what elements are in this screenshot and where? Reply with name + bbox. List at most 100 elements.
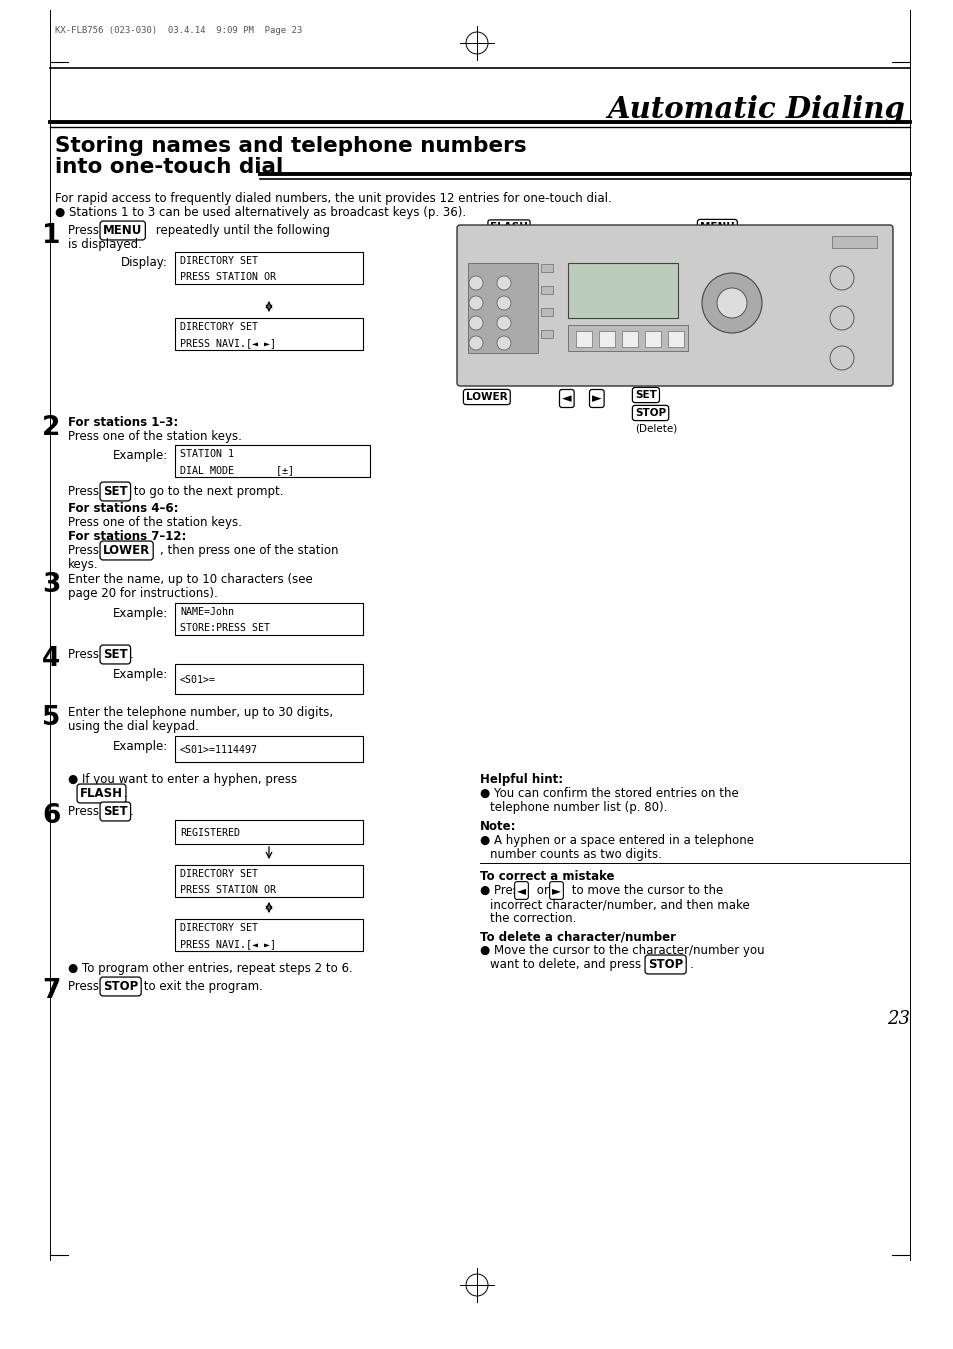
Text: ● Move the cursor to the character/number you: ● Move the cursor to the character/numbe… — [479, 944, 763, 956]
Text: repeatedly until the following: repeatedly until the following — [152, 224, 330, 237]
Text: Press: Press — [68, 486, 103, 498]
Text: 7: 7 — [42, 978, 60, 1004]
Text: ◄: ◄ — [561, 393, 571, 405]
Text: FLASH: FLASH — [80, 786, 123, 800]
Text: For stations 4–6:: For stations 4–6: — [68, 502, 178, 515]
Text: PRESS STATION OR: PRESS STATION OR — [180, 885, 275, 894]
Text: DIAL MODE       [±]: DIAL MODE [±] — [180, 465, 294, 475]
Circle shape — [829, 306, 853, 331]
Text: (Hyphen): (Hyphen) — [490, 233, 537, 244]
Text: MENU: MENU — [700, 223, 734, 232]
Circle shape — [717, 287, 746, 318]
Bar — [667, 331, 683, 347]
Bar — [174, 445, 370, 478]
Text: .: . — [130, 805, 133, 817]
Text: Display:: Display: — [121, 256, 168, 268]
Text: STOP: STOP — [647, 958, 682, 971]
Text: To delete a character/number: To delete a character/number — [479, 929, 676, 943]
Text: incorrect character/number, and then make: incorrect character/number, and then mak… — [490, 898, 749, 911]
Circle shape — [829, 266, 853, 290]
Bar — [540, 286, 553, 294]
Text: LOWER: LOWER — [465, 393, 507, 402]
Text: ● Stations 1 to 3 can be used alternatively as broadcast keys (p. 36).: ● Stations 1 to 3 can be used alternativ… — [55, 206, 466, 219]
Text: SET: SET — [103, 486, 128, 498]
Text: Press: Press — [68, 544, 103, 557]
Text: is displayed.: is displayed. — [68, 237, 142, 251]
Circle shape — [469, 295, 482, 310]
Text: For stations 1–3:: For stations 1–3: — [68, 415, 178, 429]
Circle shape — [829, 345, 853, 370]
Text: REGISTERED: REGISTERED — [180, 828, 240, 838]
Text: KX-FLB756 (023-030)  03.4.14  9:09 PM  Page 23: KX-FLB756 (023-030) 03.4.14 9:09 PM Page… — [55, 26, 302, 35]
Bar — [621, 331, 638, 347]
Text: DIRECTORY SET: DIRECTORY SET — [180, 923, 257, 932]
Bar — [831, 236, 876, 248]
Text: 6: 6 — [42, 803, 60, 830]
Bar — [174, 820, 363, 844]
Circle shape — [497, 277, 511, 290]
Text: FLASH: FLASH — [490, 223, 527, 232]
Text: ►: ► — [592, 393, 601, 405]
Text: ● A hyphen or a space entered in a telephone: ● A hyphen or a space entered in a telep… — [479, 834, 753, 847]
Bar — [540, 264, 553, 272]
Text: into one-touch dial: into one-touch dial — [55, 156, 283, 177]
Text: ►: ► — [552, 884, 560, 897]
Text: to go to the next prompt.: to go to the next prompt. — [130, 486, 283, 498]
Text: to exit the program.: to exit the program. — [140, 979, 263, 993]
Text: <S01>=: <S01>= — [180, 676, 215, 685]
Text: NAME=John: NAME=John — [180, 607, 233, 616]
Text: (Delete): (Delete) — [635, 424, 677, 434]
Text: .: . — [689, 958, 693, 971]
Bar — [540, 331, 553, 339]
Text: Press: Press — [68, 805, 103, 817]
Text: DIRECTORY SET: DIRECTORY SET — [180, 322, 257, 332]
Text: Note:: Note: — [479, 820, 516, 832]
Text: Example:: Example: — [112, 668, 168, 681]
Text: 3: 3 — [42, 572, 60, 598]
Text: ● To program other entries, repeat steps 2 to 6.: ● To program other entries, repeat steps… — [68, 962, 353, 975]
Circle shape — [701, 272, 761, 333]
Text: For stations 7–12:: For stations 7–12: — [68, 530, 186, 544]
Text: SET: SET — [635, 390, 657, 401]
Text: Example:: Example: — [112, 607, 168, 621]
Circle shape — [469, 277, 482, 290]
Bar — [174, 252, 363, 285]
Bar — [468, 263, 537, 353]
Text: , then press one of the station: , then press one of the station — [160, 544, 338, 557]
Text: number counts as two digits.: number counts as two digits. — [490, 849, 661, 861]
Text: Storing names and telephone numbers: Storing names and telephone numbers — [55, 136, 526, 156]
Bar — [174, 603, 363, 635]
Text: Example:: Example: — [112, 741, 168, 753]
Text: 2: 2 — [42, 415, 60, 441]
Text: PRESS NAVI.[◄ ►]: PRESS NAVI.[◄ ►] — [180, 337, 275, 348]
Bar — [567, 325, 687, 351]
Text: Press one of the station keys.: Press one of the station keys. — [68, 430, 242, 442]
Text: 23: 23 — [886, 1010, 909, 1028]
Bar — [174, 919, 363, 951]
Text: STORE:PRESS SET: STORE:PRESS SET — [180, 623, 270, 633]
Text: LOWER: LOWER — [103, 544, 150, 557]
Text: or: or — [533, 884, 552, 897]
Text: .: . — [124, 786, 128, 800]
FancyBboxPatch shape — [456, 225, 892, 386]
Text: PRESS NAVI.[◄ ►]: PRESS NAVI.[◄ ►] — [180, 939, 275, 948]
Text: Helpful hint:: Helpful hint: — [479, 773, 562, 786]
Text: Automatic Dialing: Automatic Dialing — [606, 94, 904, 124]
Bar — [576, 331, 592, 347]
Text: STATION 1: STATION 1 — [180, 449, 233, 459]
Text: want to delete, and press: want to delete, and press — [490, 958, 644, 971]
Text: to move the cursor to the: to move the cursor to the — [567, 884, 722, 897]
Text: 1: 1 — [42, 223, 60, 250]
Bar — [644, 331, 660, 347]
Text: the correction.: the correction. — [490, 912, 576, 925]
Text: Press: Press — [68, 648, 103, 661]
Text: ● If you want to enter a hyphen, press: ● If you want to enter a hyphen, press — [68, 773, 296, 786]
Bar — [174, 318, 363, 349]
Text: Press one of the station keys.: Press one of the station keys. — [68, 517, 242, 529]
Circle shape — [469, 316, 482, 331]
Text: page 20 for instructions).: page 20 for instructions). — [68, 587, 217, 600]
Bar — [567, 263, 678, 318]
Circle shape — [497, 295, 511, 310]
Text: Station keys: Station keys — [559, 233, 623, 244]
Text: keys.: keys. — [68, 558, 98, 571]
